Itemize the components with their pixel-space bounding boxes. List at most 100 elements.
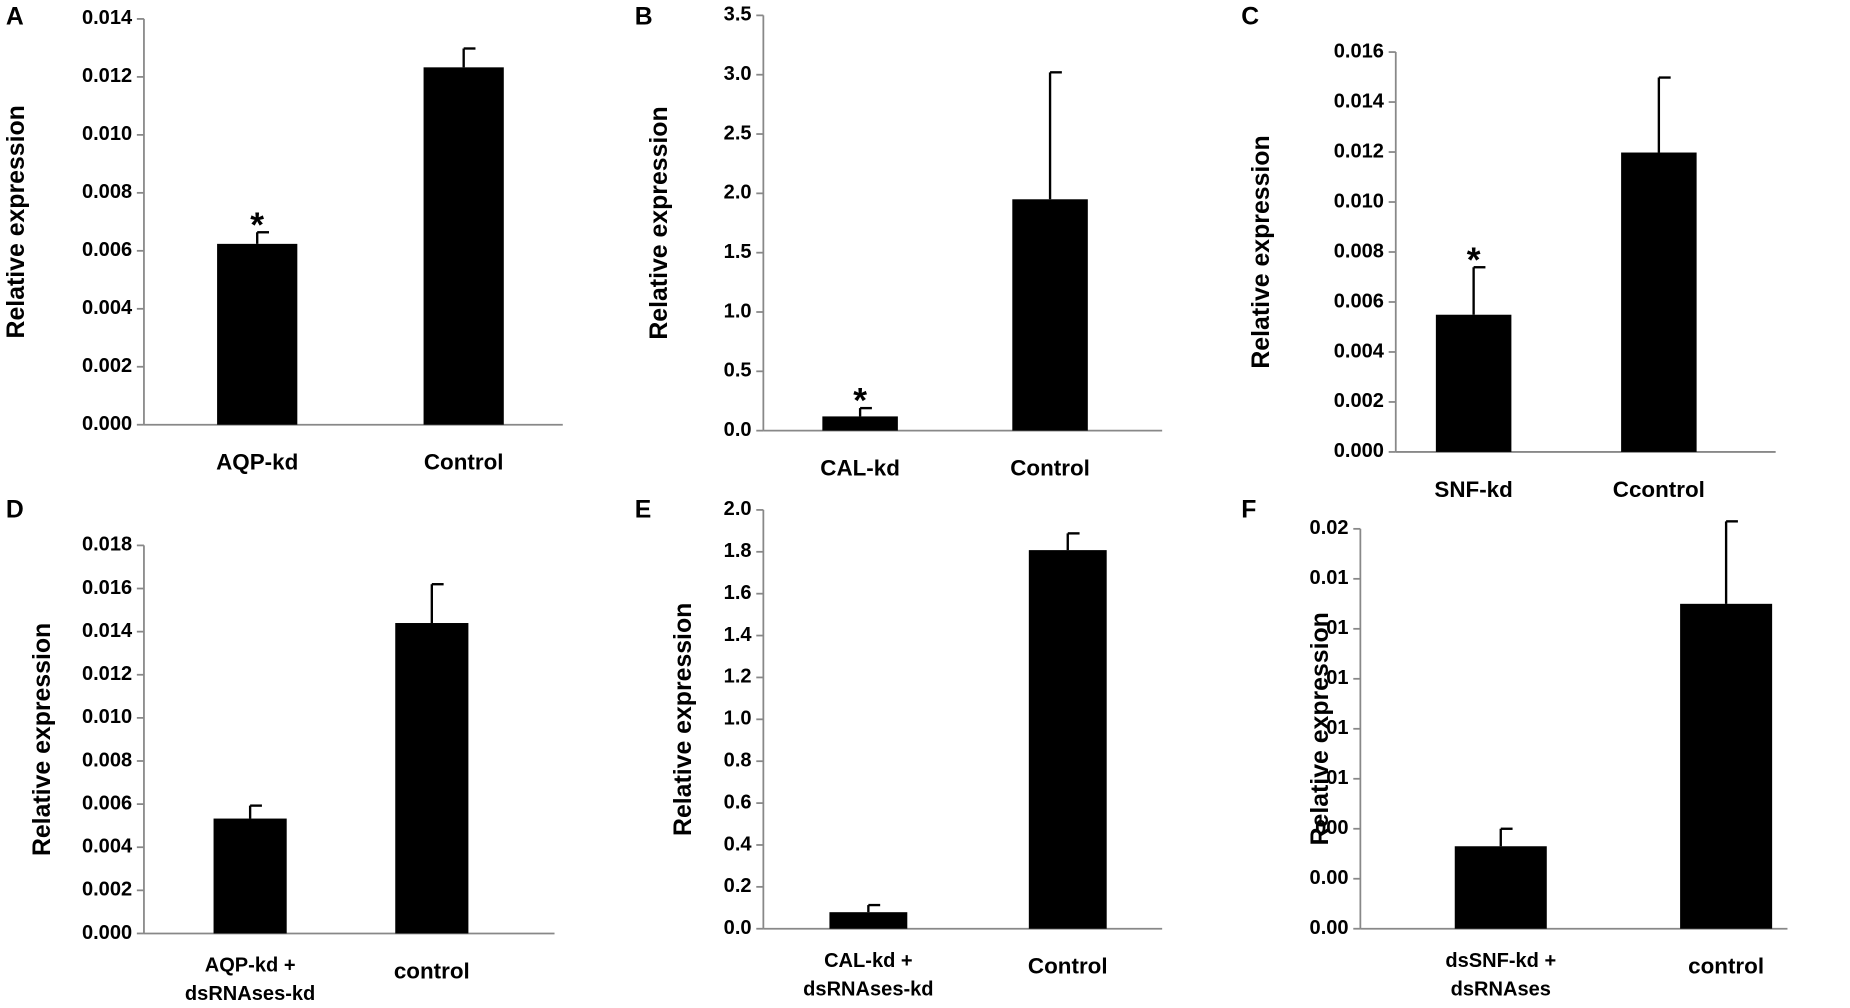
y-axis-label: Relative expression [1307, 612, 1334, 845]
y-tick-label: 0.01 [1310, 567, 1349, 589]
bar [213, 818, 287, 934]
y-tick-label: 0.002 [82, 879, 132, 901]
panel-label: A [6, 3, 24, 30]
panel-label: C [1241, 3, 1259, 30]
x-tick-label: CAL-kd + dsRNAses-kd [803, 950, 933, 1000]
y-tick-label: 0.010 [1334, 190, 1384, 212]
y-tick-label: 0.014 [82, 7, 133, 29]
x-tick-label: SNF-kd [1434, 477, 1512, 502]
y-tick-label: 1.4 [724, 624, 753, 646]
y-tick-label: 0.012 [82, 663, 132, 685]
y-tick-label: 0.00 [1310, 867, 1349, 889]
y-tick-label: 0.014 [1334, 90, 1385, 112]
y-tick-label: 0.008 [82, 749, 132, 771]
bar [423, 67, 504, 425]
panel-label: D [6, 497, 24, 524]
y-tick-label: 0.5 [724, 360, 752, 382]
y-tick-label: 0.000 [82, 413, 132, 435]
y-tick-label: 1.0 [724, 708, 752, 730]
y-tick-label: 0.006 [82, 792, 132, 814]
y-tick-label: 0.014 [82, 620, 133, 642]
x-tick-label-line: dsRNAses-kd [803, 979, 933, 1001]
y-tick-label: 2.0 [724, 498, 752, 520]
bar [822, 416, 898, 431]
y-tick-label: 2.0 [724, 182, 752, 204]
y-tick-label: 1.2 [724, 666, 752, 688]
bar [1621, 152, 1697, 452]
annotation: * [1467, 240, 1481, 280]
y-tick-label: 1.6 [724, 582, 752, 604]
y-tick-label: 0.016 [82, 577, 132, 599]
y-tick-label: 01 [1326, 717, 1348, 739]
y-tick-label: 000 [1315, 817, 1348, 839]
y-axis-label: Relative expression [3, 105, 30, 338]
x-tick-label: CAL-kd [820, 456, 900, 481]
y-tick-label: 01 [1326, 767, 1348, 789]
x-tick-label-line: dsRNAses-kd [185, 983, 315, 1005]
y-axis-label: Relative expression [29, 623, 56, 856]
y-tick-label: 0.004 [82, 836, 133, 858]
y-tick-label: 0.0 [724, 917, 752, 939]
y-tick-label: 0.016 [1334, 40, 1384, 62]
y-tick-label: 0.4 [724, 833, 753, 855]
y-tick-label: 0.00 [1310, 917, 1349, 939]
x-tick-label: Control [1028, 954, 1108, 979]
x-tick-label-line: dsRNAses [1451, 979, 1551, 1001]
x-tick-label: AQP-kd + dsRNAses-kd [185, 955, 315, 1005]
y-tick-label: 0.008 [82, 181, 132, 203]
y-axis-label: Relative expression [670, 603, 697, 836]
y-tick-label: 0.012 [82, 65, 132, 87]
y-tick-label: 1.8 [724, 540, 752, 562]
y-tick-label: 0.012 [1334, 140, 1384, 162]
bar [1028, 550, 1107, 929]
bar [829, 912, 908, 929]
panel-label: B [635, 3, 653, 30]
x-tick-label: control [1688, 954, 1764, 979]
x-tick-label: control [394, 958, 470, 983]
y-tick-label: 3.5 [724, 4, 752, 26]
y-tick-label: 0.8 [724, 749, 752, 771]
x-tick-label-line: dsSNF-kd + [1445, 950, 1556, 972]
annotation: * [853, 381, 867, 421]
y-tick-label: 01 [1326, 667, 1348, 689]
bar [1012, 199, 1088, 431]
bar [395, 623, 469, 934]
bar [217, 243, 298, 425]
y-tick-label: 0.000 [82, 922, 132, 944]
x-tick-label: Control [424, 450, 504, 475]
y-tick-label: 0.6 [724, 791, 752, 813]
x-tick-label-line: AQP-kd + [205, 955, 296, 977]
y-tick-label: 0.000 [1334, 440, 1384, 462]
x-tick-label: Ccontrol [1613, 477, 1705, 502]
bar [1435, 314, 1512, 452]
y-tick-label: 0.004 [82, 297, 133, 319]
y-tick-label: 0.2 [724, 875, 752, 897]
y-tick-label: 0.006 [1334, 290, 1384, 312]
panel-label: F [1241, 497, 1256, 524]
y-tick-label: 0.002 [82, 355, 132, 377]
y-tick-label: 0.010 [82, 123, 132, 145]
y-tick-label: 3.0 [724, 63, 752, 85]
y-axis-label: Relative expression [1248, 135, 1275, 368]
y-tick-label: 1.5 [724, 241, 752, 263]
y-tick-label: 01 [1326, 617, 1348, 639]
y-tick-label: 0.0 [724, 419, 752, 441]
y-tick-label: 0.002 [1334, 390, 1384, 412]
x-tick-label-line: CAL-kd + [824, 950, 913, 972]
y-tick-label: 0.018 [82, 534, 132, 556]
y-tick-label: 2.5 [724, 122, 752, 144]
x-tick-label: dsSNF-kd + dsRNAses [1445, 950, 1556, 1000]
y-axis-label: Relative expression [646, 106, 673, 339]
annotation: * [250, 205, 264, 245]
y-tick-label: 0.006 [82, 239, 132, 261]
y-tick-label: 0.008 [1334, 240, 1384, 262]
y-tick-label: 0.010 [82, 706, 132, 728]
x-tick-label: AQP-kd [216, 450, 298, 475]
bar [1680, 603, 1773, 929]
x-tick-label: Control [1010, 456, 1090, 481]
y-tick-label: 1.0 [724, 300, 752, 322]
y-tick-label: 0.004 [1334, 340, 1385, 362]
y-tick-label: 0.02 [1310, 517, 1349, 539]
bar [1454, 846, 1547, 929]
